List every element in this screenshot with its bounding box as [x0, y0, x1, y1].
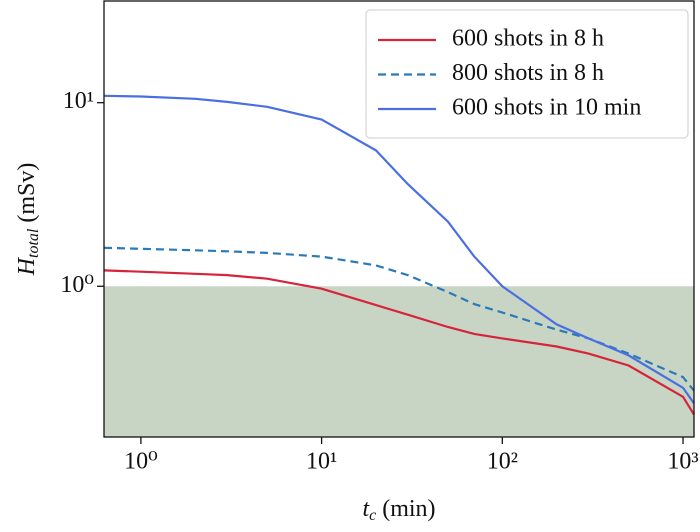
x-tick-label: 10²: [487, 449, 518, 475]
y-tick-label: 10¹: [63, 88, 94, 114]
legend: 600 shots in 8 h 800 shots in 8 h 600 shot…: [365, 9, 689, 139]
x-subscript: c: [369, 507, 376, 524]
shaded-region: [104, 286, 694, 437]
x-tick-label: 10⁰: [124, 449, 158, 475]
series-line: [103, 246, 695, 392]
plot-frame: [103, 0, 695, 438]
series-line: [103, 269, 695, 416]
x-axis-label: tc (min): [362, 496, 435, 524]
legend-label: 600 shots in 8 h: [452, 26, 604, 52]
legend-label: 600 shots in 10 min: [452, 95, 641, 121]
y-unit: (mSv): [14, 163, 40, 223]
x-unit: (min): [382, 496, 435, 522]
legend-label: 800 shots in 8 h: [452, 60, 604, 86]
legend-box: [365, 9, 689, 139]
series-line: [103, 94, 695, 405]
y-symbol: H: [14, 256, 40, 276]
y-tick-label: 10⁰: [60, 272, 94, 298]
x-symbol: t: [362, 496, 370, 522]
x-tick-label: 10³: [667, 449, 698, 475]
y-axis-label: Htotal (mSv): [14, 163, 42, 277]
y-subscript: total: [25, 228, 42, 258]
x-tick-label: 10¹: [306, 449, 337, 475]
